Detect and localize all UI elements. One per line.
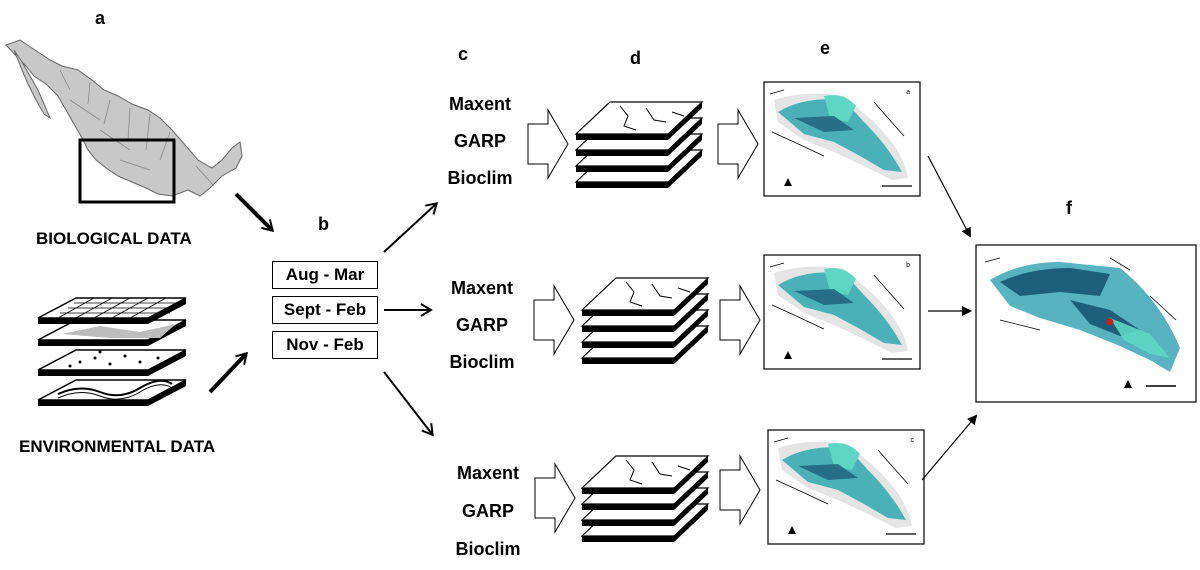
season-box-3: Nov - Feb	[272, 331, 378, 359]
panel-label-a: a	[95, 8, 106, 28]
arrow-map-bottom-to-consensus	[921, 414, 978, 481]
environmental-data-label: ENVIRONMENTAL DATA	[19, 437, 216, 456]
panel-label-d: d	[630, 48, 641, 68]
algorithm-garp: GARP	[461, 501, 514, 521]
study-area-box	[78, 138, 176, 204]
consensus-map	[975, 244, 1197, 403]
algorithm-garp: GARP	[453, 131, 506, 151]
map-corner-label: c	[911, 437, 915, 444]
biological-data-label: BIOLOGICAL DATA	[36, 229, 192, 248]
mexico-map	[5, 39, 243, 204]
season-box-2: Sept - Feb	[272, 296, 378, 324]
layer-stack-1	[574, 101, 704, 188]
algorithm-list-2: Maxent GARP Bioclim	[422, 270, 542, 381]
arrow-to-set-bottom	[383, 371, 434, 437]
prediction-maps: a b c	[763, 81, 925, 545]
map-corner-label: b	[906, 262, 910, 269]
algorithm-list-3: Maxent GARP Bioclim	[428, 454, 548, 568]
algorithm-bioclim: Bioclim	[455, 539, 521, 559]
panel-label-c: c	[458, 44, 469, 64]
algorithm-maxent: Maxent	[450, 278, 513, 298]
algorithm-maxent: Maxent	[448, 94, 511, 114]
map-corner-label: a	[906, 89, 910, 96]
algorithm-bioclim: Bioclim	[447, 168, 513, 188]
panel-label-b: b	[318, 214, 329, 234]
panel-label-f: f	[1066, 198, 1072, 218]
layer-stack-2	[580, 277, 710, 364]
model-layer-stacks	[574, 101, 710, 542]
layer-stack-3	[580, 455, 710, 542]
arrow-to-set-top	[383, 202, 439, 253]
arrow-map-top-to-consensus	[927, 155, 971, 238]
prediction-map-3: c	[767, 429, 925, 545]
algorithm-maxent: Maxent	[456, 463, 519, 483]
algorithm-garp: GARP	[455, 315, 508, 335]
prediction-map-2: b	[763, 254, 921, 370]
season-box-1: Aug - Mar	[272, 261, 378, 289]
algorithm-list-1: Maxent GARP Bioclim	[420, 86, 540, 197]
arrow-env-to-seasons	[208, 351, 249, 394]
prediction-map-1: a	[763, 81, 921, 197]
environmental-layer-stack	[37, 297, 187, 406]
algorithm-bioclim: Bioclim	[449, 352, 515, 372]
panel-label-e: e	[820, 38, 831, 58]
arrow-bio-to-seasons	[234, 192, 275, 233]
block-arrows	[527, 108, 761, 534]
